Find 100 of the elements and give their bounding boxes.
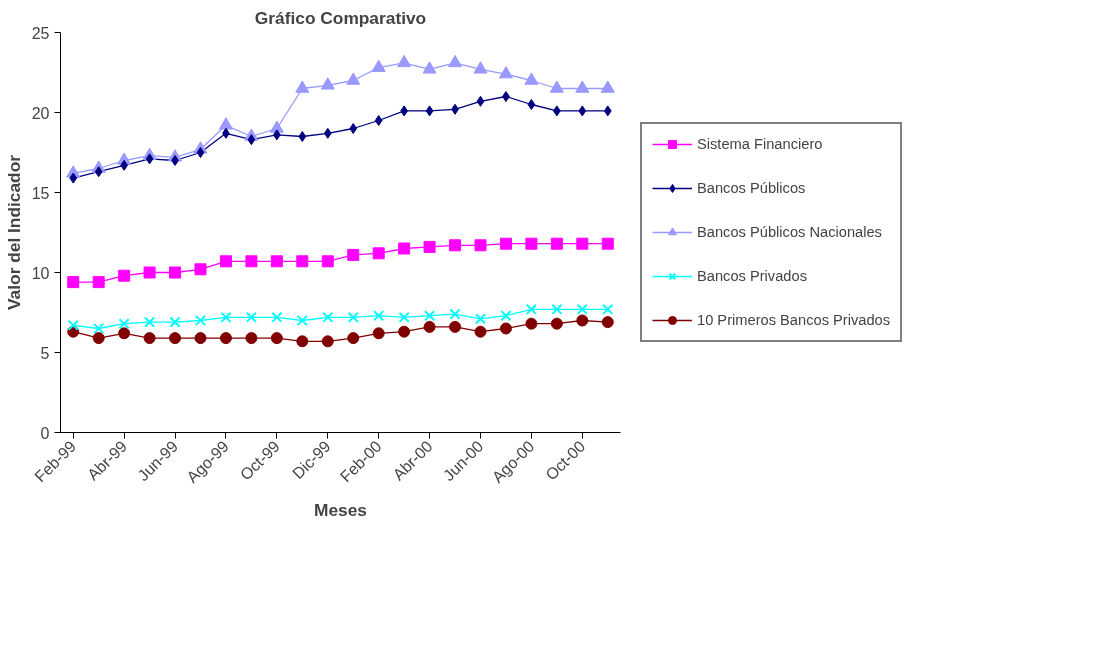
point [169,316,181,328]
point [423,310,436,322]
point [169,332,182,345]
point [67,319,79,331]
y-tick-label: 20 [31,104,50,122]
point [296,255,309,268]
point [578,105,587,117]
point [143,266,156,279]
point [298,131,307,142]
point [321,335,334,348]
point [320,77,335,90]
point [600,80,615,93]
point [449,308,461,320]
point [549,80,564,93]
point [525,303,538,315]
point [576,237,589,250]
point [321,255,334,268]
x-axis-title: Meses [314,500,367,520]
point [347,248,360,261]
point [398,311,410,323]
point [502,91,510,102]
y-tick-label: 10 [31,264,50,282]
point [525,237,538,250]
point [94,166,103,178]
point [603,105,612,117]
legend-label: Bancos Públicos [697,180,806,196]
point [245,255,258,268]
point [323,127,332,139]
legend-label: Bancos Privados [697,268,807,284]
point [270,332,283,345]
point [374,115,383,126]
point [347,332,360,345]
point [347,311,359,323]
y-axis-title: Valor del Indicador [3,154,24,311]
point [322,311,334,323]
legend-label: Bancos Públicos Nacionales [697,224,882,240]
point [245,332,258,345]
point [196,147,205,158]
point [143,332,156,345]
point [271,311,283,323]
point [346,72,361,85]
point [373,310,385,322]
point [93,322,105,335]
point [425,105,434,117]
point [371,59,386,72]
point [372,247,385,260]
point [397,54,412,68]
point [219,255,232,268]
point [118,327,131,340]
point [449,239,462,252]
y-tick-label: 25 [31,24,50,42]
point [499,322,512,335]
point [601,316,614,329]
point [349,123,358,134]
point [474,239,487,252]
point [269,120,284,133]
point [171,155,179,166]
point [576,314,589,327]
point [524,72,539,85]
point [499,237,512,250]
point [448,54,463,68]
chart-title: Gráfico Comparativo [254,7,427,28]
point [220,311,232,323]
point [295,80,310,93]
point [245,311,258,323]
point [145,153,154,165]
point [423,320,436,333]
point [398,325,411,338]
point [473,61,488,74]
point [92,332,105,345]
point [500,310,512,322]
point [474,325,487,338]
point [296,314,308,327]
point [423,240,436,253]
point [194,332,207,345]
point [601,237,614,250]
point [372,327,385,340]
y-tick-label: 15 [31,184,50,202]
point [551,303,563,315]
point [143,316,156,328]
y-tick-label: 5 [40,344,50,362]
point [550,317,563,330]
point [527,99,536,110]
point [550,237,563,250]
point [219,332,232,345]
point [476,95,485,107]
point [118,269,131,282]
point [69,172,78,184]
point [270,255,283,268]
point [247,134,256,146]
point [118,318,130,330]
point [169,266,182,279]
y-tick-label: 0 [40,424,50,442]
point [194,314,207,327]
point [525,317,538,330]
point [218,117,233,130]
point [576,303,588,315]
point [422,61,437,74]
point [398,242,411,255]
point [474,313,487,325]
